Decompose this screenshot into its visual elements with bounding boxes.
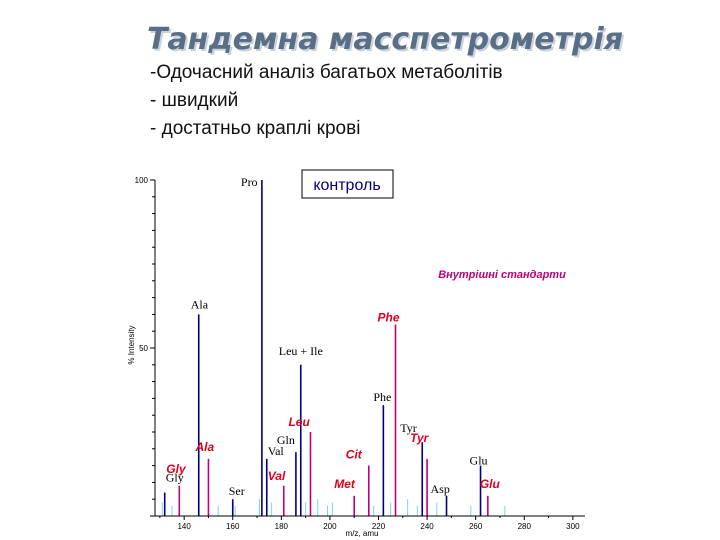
peak-label-tyr: Tyr <box>400 421 417 435</box>
x-tick-label: 240 <box>420 522 434 531</box>
bullet-fast: - швидкий <box>150 90 239 111</box>
x-axis-label: m/z, amu <box>346 529 379 538</box>
y-tick-label: 50 <box>139 344 148 353</box>
standard-peak-label-leu: Leu <box>288 415 310 429</box>
x-tick-label: 180 <box>275 522 289 531</box>
x-tick-label: 280 <box>518 522 532 531</box>
peak-label-ser: Ser <box>229 484 245 498</box>
peak-label-gln: Gln <box>277 433 295 447</box>
peak-label-val: Val <box>268 444 285 458</box>
axis-ticks <box>150 179 574 520</box>
y-tick-label: 100 <box>135 176 149 185</box>
peak-label-leu-ile: Leu + Ile <box>279 344 323 358</box>
standard-peak-label-val: Val <box>268 469 286 483</box>
peak-label-asp: Asp <box>431 482 450 496</box>
x-tick-label: 160 <box>226 522 240 531</box>
bullet-simultaneous-analysis: -Одочасний аналіз багатьох метаболітів <box>150 62 503 83</box>
standard-peak-label-gly: Gly <box>166 462 187 476</box>
slide-title: Тандемна масспетрометрія <box>146 22 624 57</box>
peak-label-pro: Pro <box>241 175 258 189</box>
standard-peak-label-ala: Ala <box>194 440 214 454</box>
peak-label-phe: Phe <box>373 390 391 404</box>
standard-peak-label-met: Met <box>334 477 356 491</box>
tick-labels: 140 160 180 200 220 240 260 280 300 100 50 <box>135 176 580 531</box>
standard-peak-label-glu: Glu <box>480 477 501 491</box>
peak-label-gly: Gly <box>166 470 184 484</box>
x-tick-label: 140 <box>177 522 191 531</box>
x-tick-label: 300 <box>566 522 580 531</box>
noise-peaks <box>161 499 506 516</box>
standard-peaks <box>178 324 489 516</box>
bullet-blood-drop: - достатньо краплі крові <box>150 118 361 139</box>
x-tick-label: 260 <box>469 522 483 531</box>
control-box <box>301 169 394 199</box>
standard-peak-label-tyr: Tyr <box>410 431 430 445</box>
standard-peak-label-phe: Phe <box>378 310 400 324</box>
peak-label-glu: Glu <box>470 454 488 468</box>
standard-peak-label-cit: Cit <box>346 448 363 462</box>
y-axis-label: % Intensity <box>127 325 136 364</box>
analyte-peaks <box>163 180 482 516</box>
x-tick-label: 220 <box>372 522 386 531</box>
peak-label-ala: Ala <box>191 297 209 311</box>
control-label: контроль <box>313 177 380 194</box>
x-tick-label: 200 <box>323 522 337 531</box>
internal-standards-label: Внутрішні стандарти <box>438 269 566 281</box>
